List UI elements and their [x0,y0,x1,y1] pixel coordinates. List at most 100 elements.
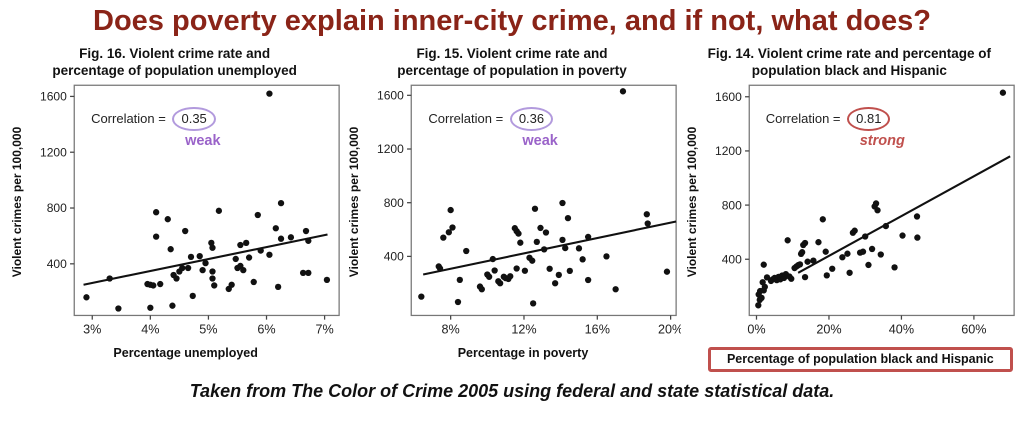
data-point [620,88,627,95]
y-axis-label: Violent crimes per 100,000 [347,126,362,278]
data-point [305,270,312,277]
data-point [585,234,592,241]
data-point [437,265,444,273]
x-tick-label: 3% [83,323,101,337]
data-point [798,249,805,256]
data-point [440,234,447,242]
data-point [489,256,497,263]
scatter-plot-unemployment: 400 800 1200 1600 3% 4% 5% 6% 7% [40,85,340,337]
data-point [164,216,171,223]
data-point [497,280,504,287]
data-point [565,215,572,222]
data-point [585,277,592,284]
data-point [868,246,875,253]
data-point [250,279,257,286]
data-point [801,274,808,281]
scatter-plot-poverty: 400 800 1200 1600 8% 12% 16% 20% [377,85,681,337]
data-point [115,305,122,313]
trend-line [423,220,677,276]
page-title: Does poverty explain inner-city crime, a… [93,5,931,37]
data-point [843,250,851,258]
strength-label: weak [185,132,221,149]
y-tick-label: 400 [47,257,67,271]
data-point [562,245,569,252]
x-axis-label-boxed: Percentage of population black and Hispa… [703,346,1018,373]
y-tick-label: 800 [384,196,404,210]
data-point [277,200,285,207]
y-tick-label: 1200 [715,145,742,159]
data-point [838,254,846,261]
data-point [823,272,830,279]
data-point [209,245,216,252]
y-tick-label: 1200 [40,146,67,160]
data-point [196,253,203,260]
plot-frame [410,85,678,317]
scatter-plot-black-hispanic: 400 800 1200 1600 0% 20% 40% 60% [715,85,1015,337]
strength-label: weak [522,132,558,149]
data-point [760,261,767,269]
data-point [277,235,285,243]
data-point [533,239,541,246]
data-point [447,207,455,214]
data-point [529,257,536,265]
data-point [809,257,817,265]
x-tick-label: 5% [199,323,217,337]
data-point [754,302,762,309]
chart-title: Fig. 14. Violent crime rate and percenta… [707,45,991,79]
data-point [147,305,154,312]
data-point [899,232,906,240]
data-point [861,233,869,241]
data-point [522,268,529,275]
correlation-value-ellipse: 0.36 [509,106,554,131]
data-point [804,258,811,266]
correlation-label: Correlation = [765,110,841,126]
data-point [851,227,858,235]
correlation-annotation: Correlation = 0.81 strong [765,106,905,149]
data-point [287,234,295,241]
y-tick-label: 1600 [715,90,742,104]
data-point [199,267,206,274]
data-point [537,225,544,232]
data-point [257,247,264,255]
x-axis-label: Percentage in poverty [457,346,589,361]
data-point [446,229,453,236]
data-point [266,252,273,259]
data-point [801,240,808,247]
chart-figure-unemployment: Fig. 16. Violent crime rate and percenta… [6,40,343,372]
correlation-value-ellipse: 0.81 [847,106,891,131]
data-point [877,251,884,259]
data-point [859,248,866,256]
data-point [913,234,921,242]
data-point [243,240,250,247]
data-point [302,228,310,235]
data-point [819,216,826,223]
y-tick-label: 1600 [377,89,404,103]
data-point [463,248,470,255]
data-point [189,293,196,300]
correlation-value-ellipse: 0.35 [172,106,216,131]
data-point [828,265,836,273]
data-point [796,261,803,268]
x-axis-label: Percentage unemployed [113,346,258,361]
data-point [787,276,795,283]
data-point [456,277,464,284]
data-point [240,267,247,274]
data-point [152,209,160,216]
y-tick-label: 1200 [377,143,404,157]
charts-row: Fig. 16. Violent crime rate and percenta… [0,40,1024,373]
x-tick-label: 12% [512,323,537,337]
data-point [507,273,514,280]
plot-frame [73,85,340,317]
x-tick-label: 4% [141,323,159,337]
data-point [245,254,253,262]
data-point [874,207,881,214]
data-point [872,200,879,208]
data-point [552,280,559,287]
data-point [274,284,282,291]
y-axis-label: Violent crimes per 100,000 [10,126,24,278]
x-tick-label: 7% [315,323,333,337]
data-point [232,256,239,263]
x-tick-label: 60% [961,323,986,337]
data-point [449,224,456,232]
